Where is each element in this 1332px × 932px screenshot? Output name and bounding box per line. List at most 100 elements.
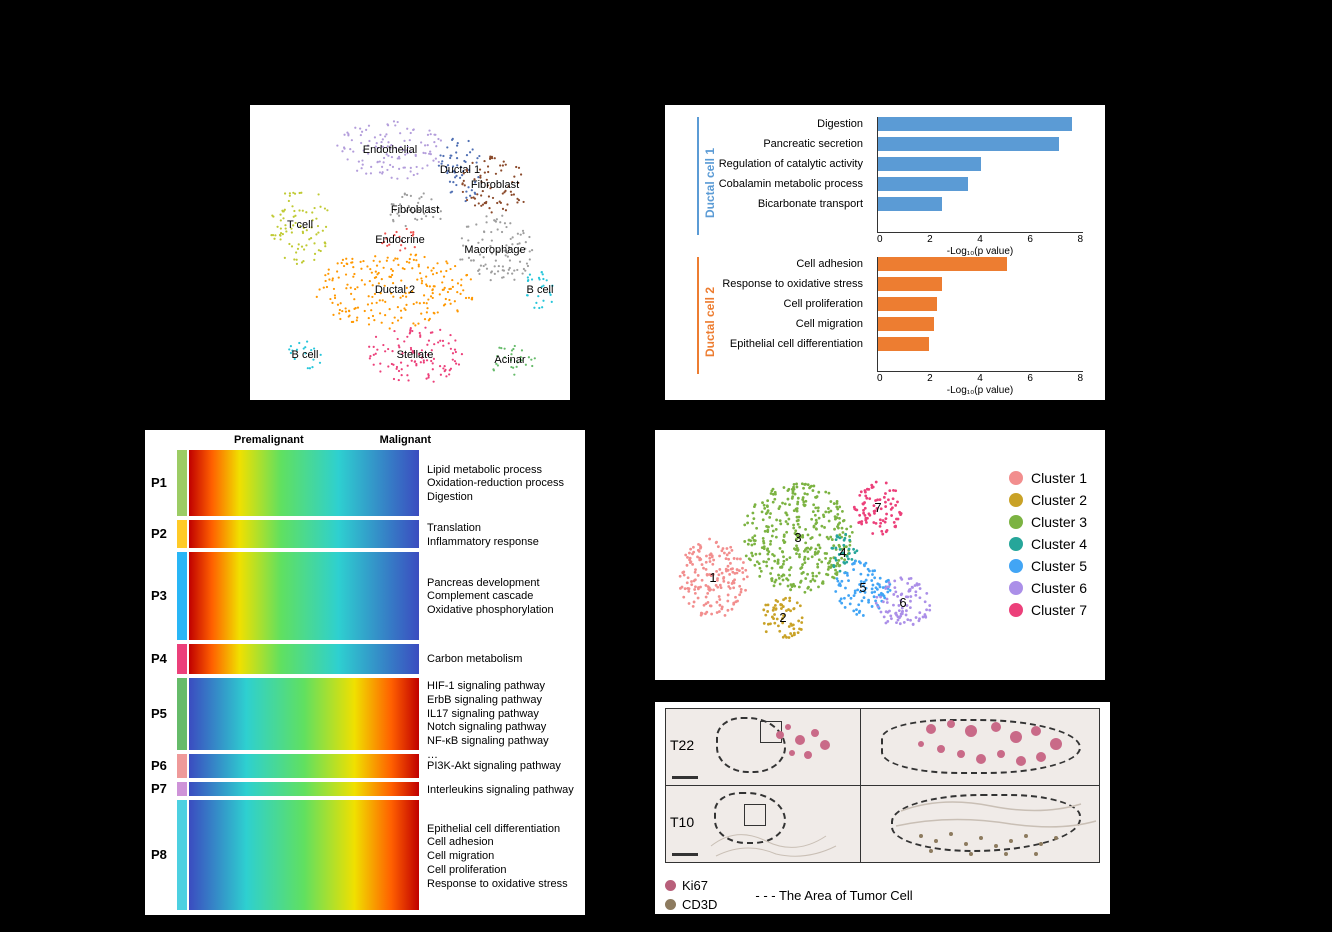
heatmap-gradient (189, 754, 419, 778)
legend-label: Cluster 5 (1031, 558, 1087, 574)
ki67-blobs-large (861, 709, 1099, 785)
ihc-t22-high (861, 709, 1099, 786)
svg-text:Ductal 2: Ductal 2 (375, 284, 415, 296)
svg-text:Stellate: Stellate (397, 349, 434, 361)
svg-text:7: 7 (874, 500, 881, 515)
svg-text:Fibroblast: Fibroblast (471, 179, 519, 191)
dash-legend: - - - The Area of Tumor Cell (755, 888, 912, 903)
x-axis-label: -Log₁₀(p value) (877, 385, 1083, 396)
ductal2-yline (697, 257, 699, 375)
heatmap-gradient (189, 552, 419, 640)
legend-item: Cluster 4 (1009, 536, 1087, 552)
legend-dot-icon (1009, 537, 1023, 551)
row-t10: T10 (670, 814, 694, 830)
svg-text:2: 2 (779, 610, 786, 625)
legend-label: Cluster 1 (1031, 470, 1087, 486)
ihc-grid: T22 T10 (665, 708, 1100, 863)
p-label: P2 (151, 526, 167, 541)
heatmap-gradient (189, 678, 419, 750)
legend-label: Cluster 6 (1031, 580, 1087, 596)
svg-text:Endothelial: Endothelial (363, 144, 417, 156)
svg-text:B cell: B cell (292, 349, 319, 361)
pathway-list: Interleukins signaling pathway (427, 784, 574, 798)
panel-b-bars: Ductal cell 1 DigestionPancreatic secret… (665, 105, 1105, 400)
pathway-list: PI3K-Akt signaling pathway (427, 760, 561, 774)
heatmap-gradient (189, 782, 419, 796)
heatmap-gradient (189, 800, 419, 910)
row-t22: T22 (670, 737, 694, 753)
bar (877, 197, 942, 211)
p-label: P1 (151, 475, 167, 490)
pathway-list: Carbon metabolism (427, 653, 522, 667)
legend-label: Cluster 2 (1031, 492, 1087, 508)
bar-label: Bicarbonate transport (707, 199, 863, 210)
bar-label: Cell proliferation (707, 299, 863, 310)
bar (877, 297, 937, 311)
cd3d-dot-icon (665, 899, 676, 910)
bar (877, 257, 1007, 271)
p-label: P7 (151, 781, 167, 796)
svg-text:T cell: T cell (287, 219, 313, 231)
legend-dot-icon (1009, 471, 1023, 485)
pseudotime-header: Premalignant Malignant (149, 434, 581, 446)
heat-row: P3Pancreas developmentComplement cascade… (149, 552, 581, 640)
p-label: P4 (151, 651, 167, 666)
cd3d-label: CD3D (682, 897, 717, 912)
legend-item: Cluster 5 (1009, 558, 1087, 574)
svg-text:B cell: B cell (527, 284, 554, 296)
svg-text:Acinar: Acinar (494, 354, 526, 366)
bar-label: Digestion (707, 119, 863, 130)
ki67-blobs (770, 715, 840, 775)
svg-text:5: 5 (859, 580, 866, 595)
p-label: P6 (151, 758, 167, 773)
tsne-svg: EndothelialDuctal 1FibroblastFibroblastT… (250, 105, 570, 400)
cluster-legend: Cluster 1 Cluster 2 Cluster 3 Cluster 4 Clus… (1009, 470, 1087, 624)
pathway-list: Pancreas developmentComplement cascadeOx… (427, 577, 554, 618)
pathway-list: Lipid metabolic processOxidation-reducti… (427, 464, 564, 505)
x-axis: 02468 (877, 234, 1083, 245)
bar (877, 337, 929, 351)
legend-item: Cluster 2 (1009, 492, 1087, 508)
panel-d-clusters: 1234567 Cluster 1Cluster 2Cluster 3Clust… (655, 430, 1105, 680)
bar-label: Cell adhesion (707, 259, 863, 270)
ki67-dot-icon (665, 880, 676, 891)
svg-text:1: 1 (709, 570, 716, 585)
bar (877, 177, 968, 191)
heat-row: P4 Carbon metabolism (149, 644, 581, 674)
legend-item: Cluster 7 (1009, 602, 1087, 618)
legend-dot-icon (1009, 515, 1023, 529)
header-premalignant: Premalignant (234, 434, 333, 446)
heat-row: P8Epithelial cell differentiationCell ad… (149, 800, 581, 910)
legend-item: Cluster 3 (1009, 514, 1087, 530)
panel-e-ihc: T22 T10 (655, 702, 1110, 914)
panel-c-pseudotime: Premalignant Malignant P1 Lipid metabolic… (145, 430, 585, 915)
legend-item: Cluster 1 (1009, 470, 1087, 486)
bar-label: Pancreatic secretion (707, 139, 863, 150)
panel-a-tsne: EndothelialDuctal 1FibroblastFibroblastT… (250, 105, 570, 400)
legend-item: Cluster 6 (1009, 580, 1087, 596)
pathway-list: Epithelial cell differentiationCell adhe… (427, 823, 568, 892)
bar (877, 117, 1072, 131)
pathway-list: HIF-1 signaling pathwayErbB signaling pa… (427, 680, 549, 763)
legend-dot-icon (1009, 559, 1023, 573)
ductal2-section: Ductal cell 2 Cell adhesionResponse to o… (677, 253, 1093, 393)
svg-text:6: 6 (899, 595, 906, 610)
bar (877, 317, 934, 331)
scalebar-t10 (672, 853, 698, 856)
svg-text:Endocrine: Endocrine (375, 234, 425, 246)
legend-label: Cluster 7 (1031, 602, 1087, 618)
header-malignant: Malignant (333, 434, 582, 446)
p-label: P5 (151, 706, 167, 721)
ihc-t10-high (861, 786, 1099, 863)
bar-label: Cell migration (707, 319, 863, 330)
bar-label: Epithelial cell differentiation (707, 339, 863, 350)
heatmap-gradient (189, 644, 419, 674)
heatmap-gradient (189, 520, 419, 548)
svg-text:4: 4 (839, 545, 846, 560)
bar-label: Regulation of catalytic activity (707, 159, 863, 170)
pathway-list: TranslationInflammatory response (427, 522, 539, 550)
heat-row: P2 TranslationInflammatory response (149, 520, 581, 548)
svg-text:Fibroblast: Fibroblast (391, 204, 439, 216)
ductal1-yline (697, 117, 699, 235)
legend-label: Cluster 4 (1031, 536, 1087, 552)
